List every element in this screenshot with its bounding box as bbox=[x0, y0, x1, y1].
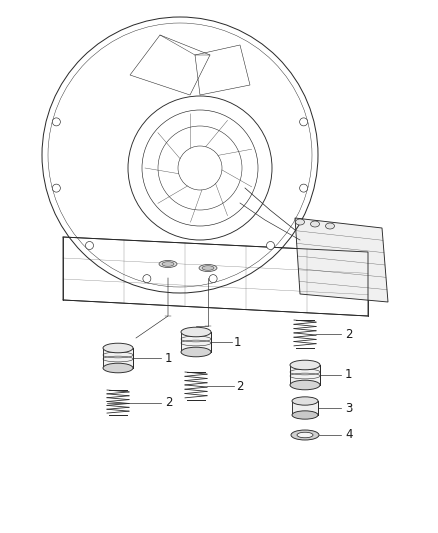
Circle shape bbox=[143, 274, 151, 282]
Ellipse shape bbox=[292, 397, 318, 405]
Ellipse shape bbox=[199, 264, 217, 271]
Ellipse shape bbox=[103, 343, 133, 353]
Circle shape bbox=[209, 274, 217, 282]
Ellipse shape bbox=[103, 363, 133, 373]
Text: 1: 1 bbox=[345, 368, 353, 382]
Ellipse shape bbox=[311, 221, 319, 227]
Circle shape bbox=[300, 118, 307, 126]
Ellipse shape bbox=[162, 262, 174, 266]
Ellipse shape bbox=[291, 430, 319, 440]
Circle shape bbox=[266, 241, 275, 249]
Text: 2: 2 bbox=[236, 379, 244, 392]
Ellipse shape bbox=[181, 347, 211, 357]
Circle shape bbox=[53, 184, 60, 192]
Text: 2: 2 bbox=[345, 327, 353, 341]
Ellipse shape bbox=[290, 380, 320, 390]
Text: 3: 3 bbox=[345, 401, 353, 415]
Bar bbox=[292, 401, 318, 415]
Ellipse shape bbox=[297, 432, 313, 438]
Circle shape bbox=[53, 118, 60, 126]
Ellipse shape bbox=[290, 360, 320, 370]
Text: 4: 4 bbox=[345, 429, 353, 441]
Text: 2: 2 bbox=[165, 396, 173, 409]
Ellipse shape bbox=[325, 223, 335, 229]
Bar bbox=[290, 365, 320, 385]
Bar bbox=[103, 348, 133, 368]
Polygon shape bbox=[295, 218, 388, 302]
Ellipse shape bbox=[292, 411, 318, 419]
Text: 1: 1 bbox=[234, 335, 241, 349]
Ellipse shape bbox=[202, 266, 214, 270]
Circle shape bbox=[300, 184, 307, 192]
Bar bbox=[181, 332, 211, 352]
Ellipse shape bbox=[159, 261, 177, 268]
Text: 1: 1 bbox=[165, 351, 173, 365]
Ellipse shape bbox=[296, 219, 304, 225]
Ellipse shape bbox=[181, 327, 211, 337]
Circle shape bbox=[85, 241, 93, 249]
